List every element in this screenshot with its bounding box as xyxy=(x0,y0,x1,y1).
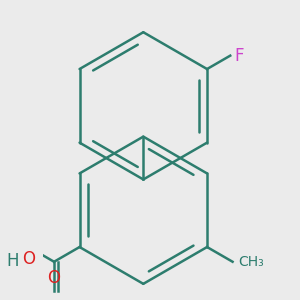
Text: F: F xyxy=(234,46,244,64)
Text: O: O xyxy=(48,269,61,287)
Text: O: O xyxy=(22,250,35,268)
Text: CH₃: CH₃ xyxy=(238,255,264,269)
Text: H: H xyxy=(6,252,19,270)
